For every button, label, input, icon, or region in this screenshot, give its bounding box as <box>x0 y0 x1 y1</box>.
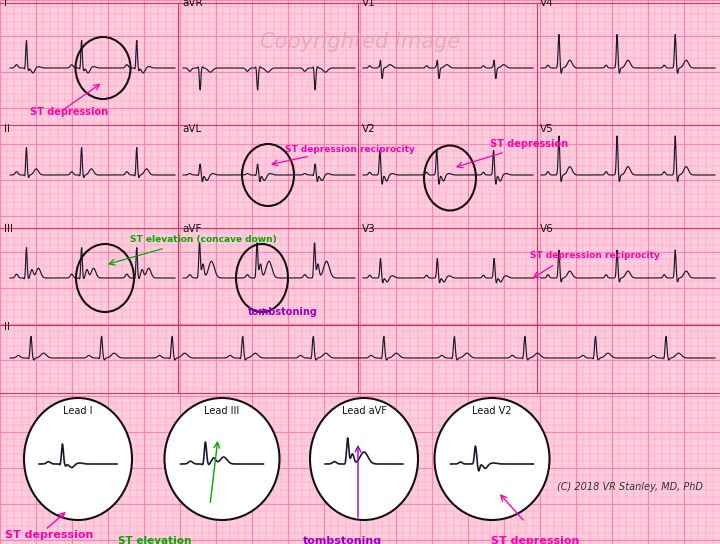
Text: Lead III: Lead III <box>204 406 240 416</box>
Text: V3: V3 <box>362 224 376 234</box>
Text: ST depression: ST depression <box>491 536 579 544</box>
Text: ST elevation
(concave down): ST elevation (concave down) <box>109 536 202 544</box>
Ellipse shape <box>434 398 549 520</box>
Text: V2: V2 <box>362 124 376 134</box>
Text: aVR: aVR <box>182 0 202 8</box>
Ellipse shape <box>310 398 418 520</box>
Text: (C) 2018 VR Stanley, MD, PhD: (C) 2018 VR Stanley, MD, PhD <box>557 482 703 492</box>
Text: tombstoning: tombstoning <box>248 307 318 317</box>
Text: V4: V4 <box>540 0 554 8</box>
Ellipse shape <box>164 398 279 520</box>
Text: ST depression: ST depression <box>30 107 108 117</box>
Text: II: II <box>4 322 10 332</box>
Text: I: I <box>4 0 7 8</box>
Text: V1: V1 <box>362 0 376 8</box>
Text: ST depression: ST depression <box>490 139 568 149</box>
Text: tombstoning: tombstoning <box>302 536 382 544</box>
Text: Copyrighted Image: Copyrighted Image <box>260 32 460 52</box>
Text: V6: V6 <box>540 224 554 234</box>
Text: Lead I: Lead I <box>63 406 93 416</box>
Text: Lead aVF: Lead aVF <box>341 406 387 416</box>
Text: aVF: aVF <box>182 224 202 234</box>
Text: ST depression: ST depression <box>5 530 94 540</box>
Text: ST elevation (concave down): ST elevation (concave down) <box>130 235 276 244</box>
Text: II: II <box>4 124 10 134</box>
Text: V5: V5 <box>540 124 554 134</box>
Text: aVL: aVL <box>182 124 202 134</box>
Text: III: III <box>4 224 13 234</box>
Text: Lead V2: Lead V2 <box>472 406 512 416</box>
Text: ST depression reciprocity: ST depression reciprocity <box>285 145 415 154</box>
Ellipse shape <box>24 398 132 520</box>
Text: ST depression reciprocity: ST depression reciprocity <box>530 251 660 260</box>
